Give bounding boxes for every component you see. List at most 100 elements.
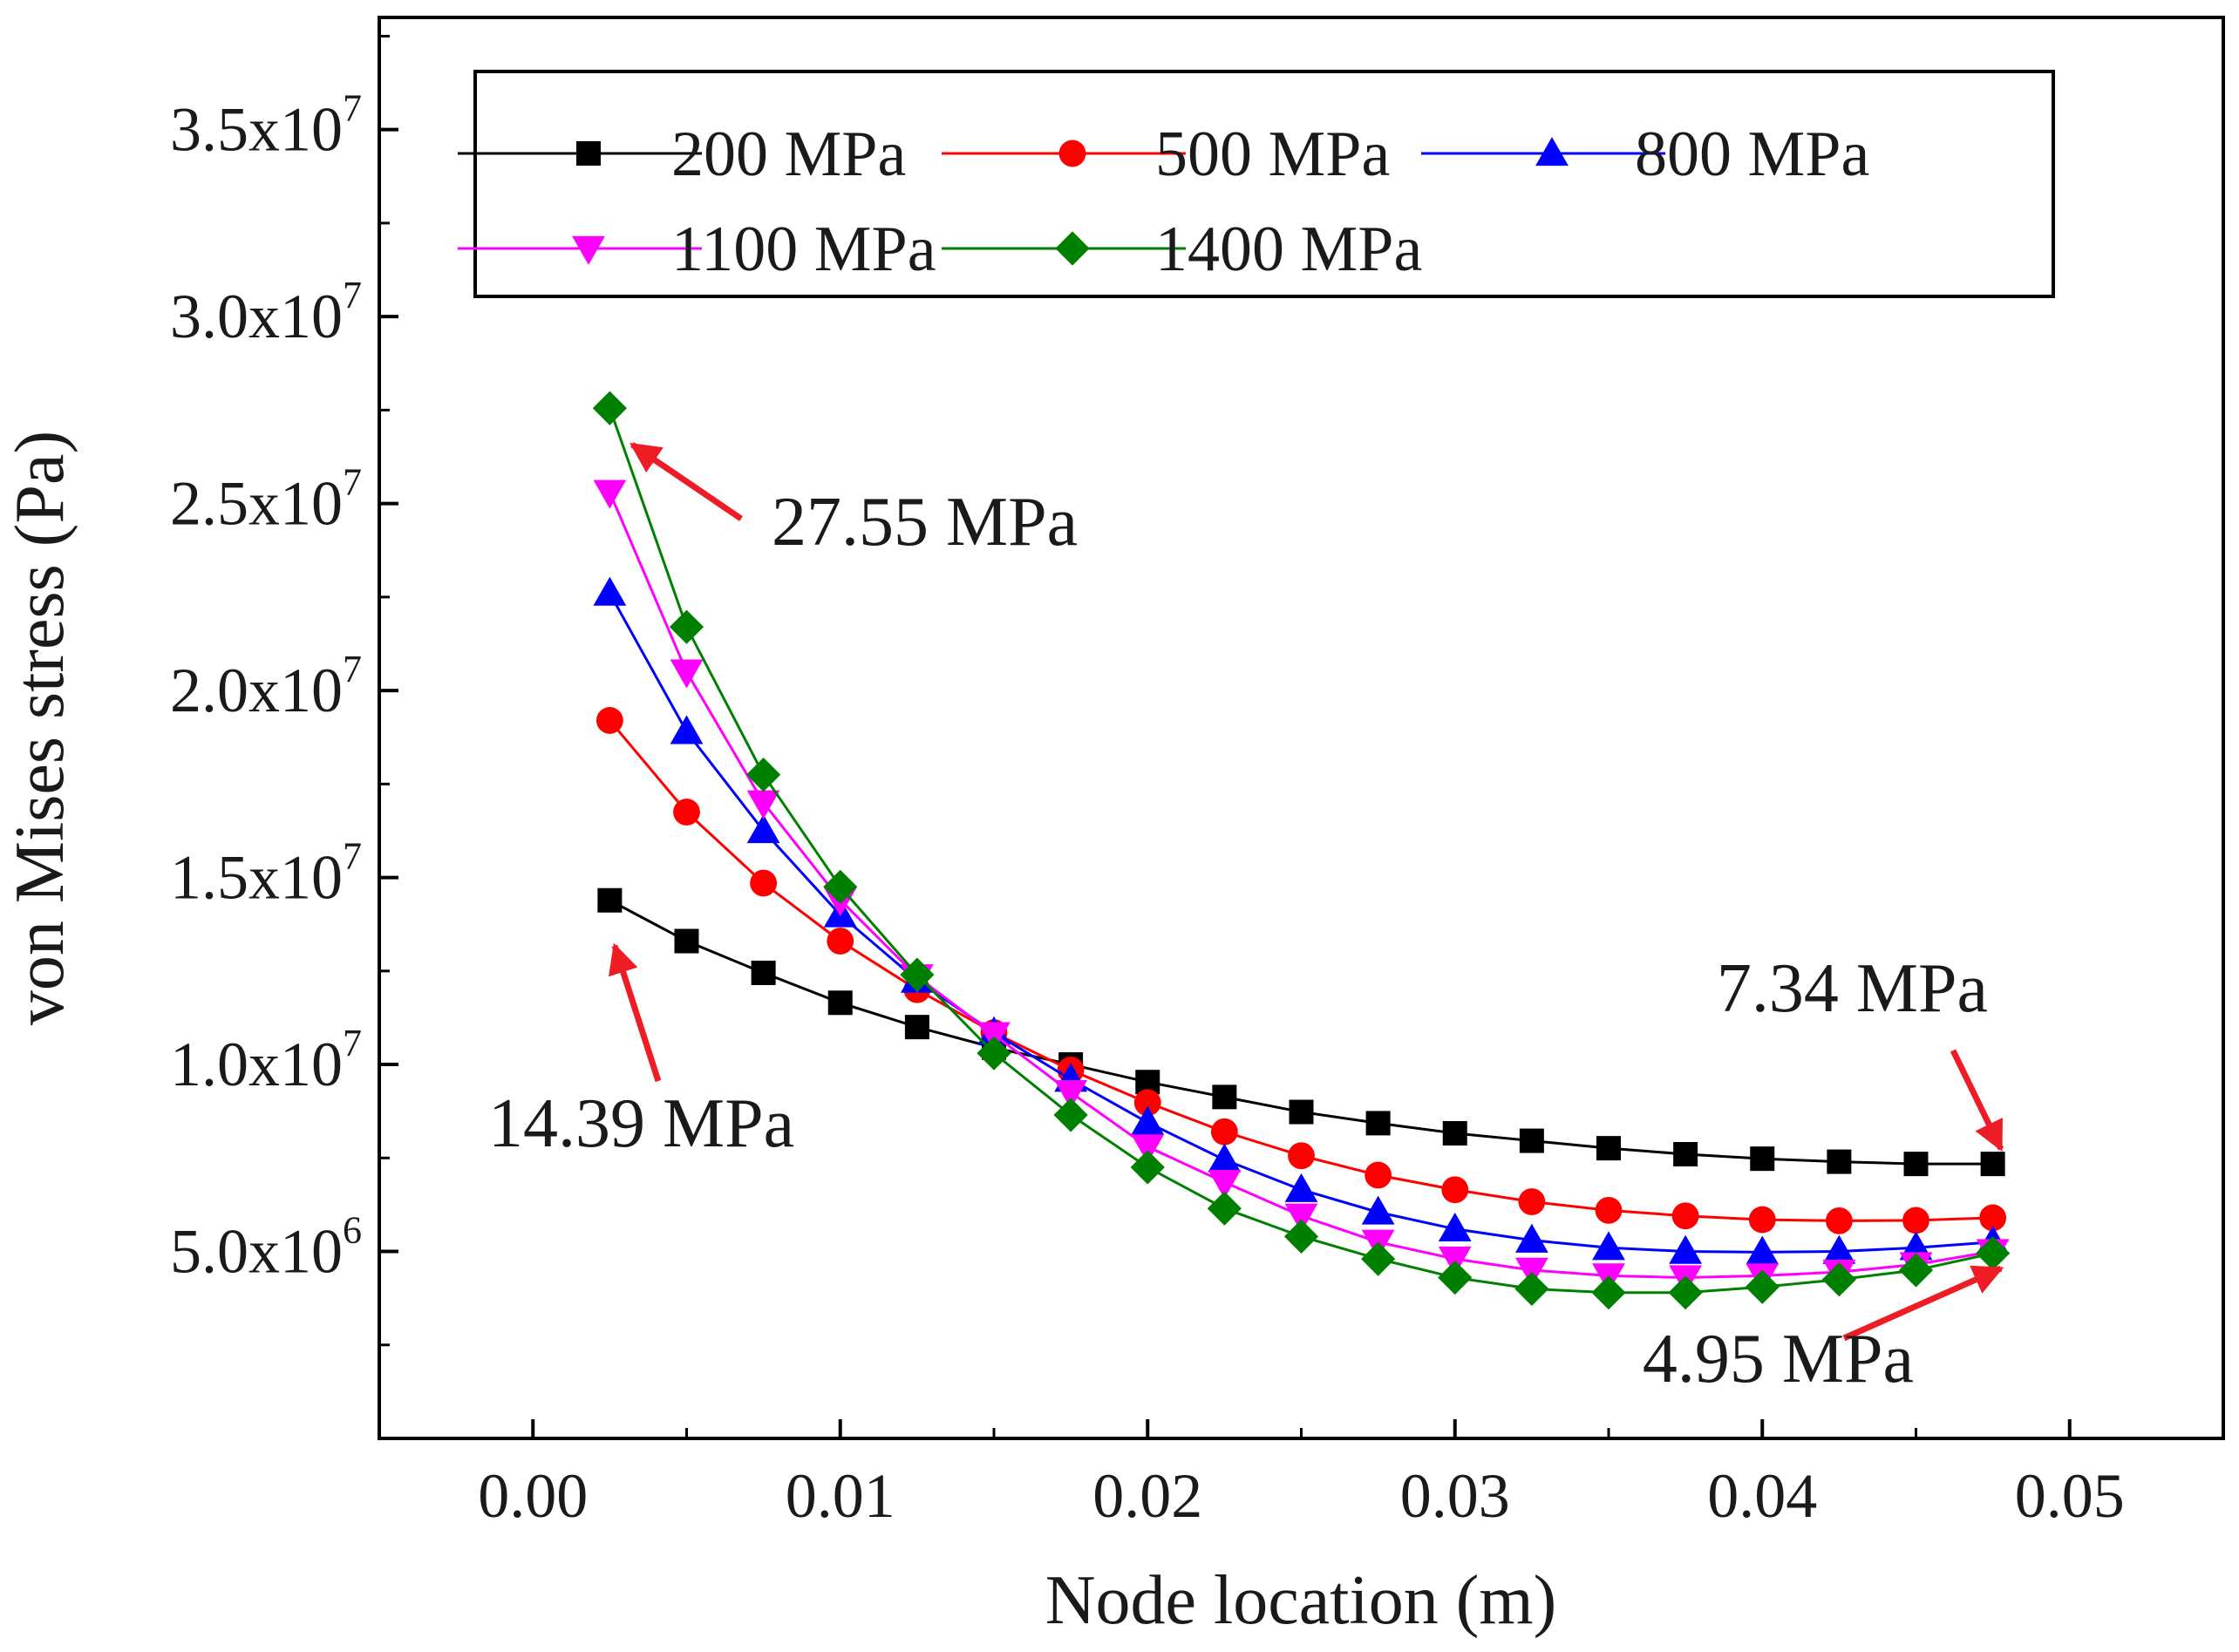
data-point	[1822, 1234, 1856, 1264]
data-point	[750, 869, 778, 897]
series-1400-mpa	[592, 391, 2011, 1310]
data-point	[592, 391, 627, 425]
annotation-arrow	[1842, 1265, 2004, 1342]
legend-marker	[572, 235, 605, 265]
data-point	[1283, 1219, 1319, 1254]
y-tick-label: 3.0x107	[170, 274, 362, 351]
data-point	[1131, 1134, 1165, 1164]
series-1100-mpa	[593, 479, 2010, 1295]
data-point	[977, 1036, 1011, 1071]
data-point	[1903, 1152, 1929, 1177]
data-point	[1212, 1084, 1237, 1110]
data-point	[823, 869, 858, 904]
data-point	[1054, 1080, 1088, 1110]
legend-marker	[1058, 139, 1086, 167]
data-point	[904, 1015, 929, 1040]
y-tick-label: 1.0x107	[170, 1022, 362, 1099]
data-point	[1825, 1207, 1853, 1234]
data-point	[1745, 1269, 1780, 1304]
data-point	[1591, 1275, 1626, 1310]
data-point	[674, 928, 699, 954]
data-point	[1592, 1231, 1625, 1261]
data-point	[597, 887, 623, 913]
x-tick-label: 0.00	[478, 1461, 588, 1531]
x-tick-label: 0.02	[1092, 1461, 1202, 1531]
data-point	[595, 707, 623, 734]
legend-item: 1400 MPa	[942, 214, 1422, 285]
data-point	[673, 799, 700, 826]
legend-item: 200 MPa	[458, 119, 906, 190]
legend-items: 200 MPa 500 MPa 800 MPa 1100 MPa 1400 MPa	[458, 119, 1869, 285]
data-point	[1595, 1196, 1623, 1224]
legend-label: 1100 MPa	[671, 214, 936, 285]
data-point	[1514, 1223, 1548, 1253]
annotation-label: 7.34 MPa	[1717, 950, 1988, 1027]
legend-marker	[576, 141, 601, 166]
data-point	[1518, 1188, 1546, 1215]
data-point	[746, 814, 780, 844]
y-tick-label: 1.5x107	[170, 835, 362, 913]
annotation: 4.95 MPa	[1643, 1265, 2004, 1397]
legend-box	[473, 70, 2055, 298]
legend-label: 1400 MPa	[1155, 214, 1422, 285]
data-point	[1976, 1236, 2011, 1271]
data-point	[1364, 1161, 1392, 1189]
data-point	[669, 609, 704, 644]
data-point	[1284, 1173, 1318, 1202]
data-point	[1365, 1111, 1391, 1136]
data-point	[1898, 1253, 1934, 1288]
y-axis-title: von Mises stress (Pa)	[2, 431, 78, 1025]
y-tick-label: 2.5x107	[170, 461, 362, 539]
legend-label: 200 MPa	[671, 119, 906, 190]
data-point	[1596, 1136, 1621, 1161]
annotation-label: 14.39 MPa	[488, 1085, 794, 1162]
y-tick-label: 5.0x106	[170, 1209, 362, 1287]
data-point	[670, 659, 704, 689]
data-point	[1361, 1195, 1395, 1225]
x-tick-label: 0.05	[2015, 1461, 2125, 1531]
legend-item: 800 MPa	[1421, 119, 1869, 190]
annotation-arrow	[609, 942, 662, 1083]
data-point	[1361, 1241, 1396, 1276]
x-tick-label: 0.04	[1707, 1461, 1817, 1531]
data-point	[1438, 1260, 1473, 1295]
data-point	[1053, 1098, 1088, 1132]
x-tick-label: 0.03	[1400, 1461, 1510, 1531]
data-point	[1746, 1235, 1780, 1265]
data-point	[1979, 1204, 2007, 1232]
series-line	[609, 899, 1993, 1166]
data-point	[1210, 1118, 1238, 1146]
data-point	[1821, 1262, 1856, 1297]
data-point	[1514, 1271, 1549, 1307]
y-tick-label: 3.5x107	[170, 87, 362, 165]
data-point	[1980, 1152, 2005, 1177]
data-point	[1748, 1206, 1776, 1234]
annotation: 27.55 MPa	[630, 442, 1078, 561]
data-point	[1289, 1099, 1314, 1125]
legend-marker	[1055, 231, 1090, 266]
data-point	[827, 928, 854, 955]
x-tick-label: 0.01	[786, 1461, 895, 1531]
data-point	[1750, 1146, 1775, 1172]
legend-marker	[1535, 137, 1569, 167]
data-point	[1671, 1202, 1699, 1230]
legend-label: 800 MPa	[1635, 119, 1869, 190]
data-point	[1133, 1089, 1161, 1117]
data-point	[1208, 1169, 1242, 1200]
data-point	[746, 758, 781, 792]
annotation: 7.34 MPa	[1717, 950, 2004, 1152]
legend: 200 MPa 500 MPa 800 MPa 1100 MPa 1400 MPa	[458, 70, 2055, 298]
data-point	[1673, 1142, 1698, 1166]
annotation-label: 27.55 MPa	[772, 484, 1078, 561]
x-axis-title: Node location (m)	[1045, 1562, 1556, 1639]
data-point	[670, 715, 704, 744]
annotation: 14.39 MPa	[488, 942, 794, 1162]
data-point	[593, 479, 627, 509]
data-point	[746, 790, 780, 819]
legend-label: 500 MPa	[1155, 119, 1390, 190]
data-point	[1284, 1203, 1318, 1233]
data-point	[827, 990, 853, 1016]
data-point	[1902, 1207, 1929, 1234]
data-point	[1827, 1149, 1852, 1174]
